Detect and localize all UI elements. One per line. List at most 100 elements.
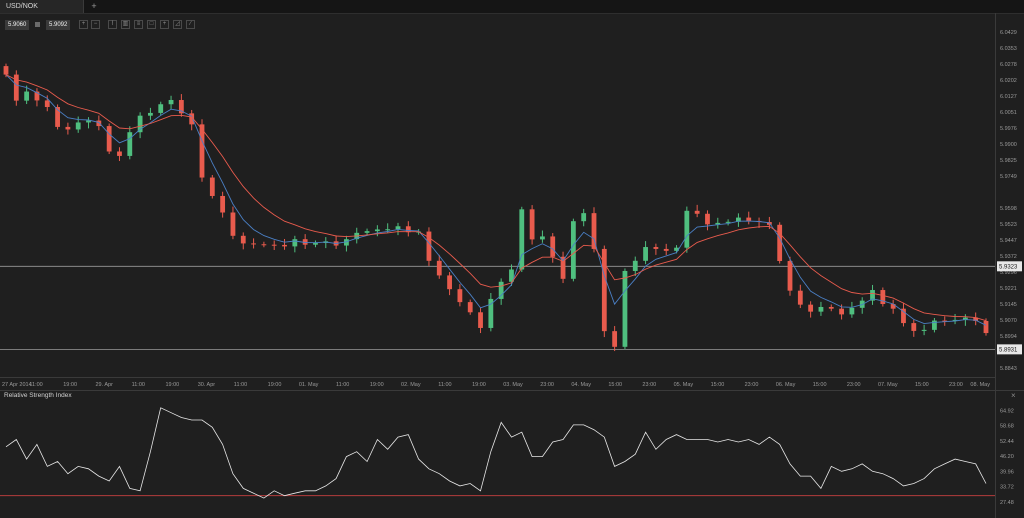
time-tick-label: 01. May [299,382,319,388]
price-tick-label: 5.8994 [1000,334,1017,340]
candle-body [436,260,442,276]
price-line-label-box [997,344,1022,355]
candle-body [715,222,721,225]
candle-body [550,236,556,257]
period-icon[interactable]: ⌇ [108,20,117,29]
time-tick-label: 03. May [503,382,523,388]
zoom-out-icon[interactable]: − [91,20,100,29]
candle-body [694,210,700,214]
time-tick-label: 19:00 [165,382,179,388]
crosshair-icon[interactable]: + [160,20,169,29]
candle-body [962,317,968,320]
indicators-icon[interactable]: ≡ [134,20,143,29]
price-tick-label: 5.9598 [1000,206,1017,212]
time-tick-label: 19:00 [63,382,77,388]
time-tick-label: 02. May [401,382,421,388]
candle-body [828,306,834,309]
drawing-icon[interactable]: ∕ [186,20,195,29]
time-tick-label: 23:00 [949,382,963,388]
candle-body [137,115,143,133]
candle-body [106,126,112,152]
price-line-label: 5.9323 [999,264,1018,270]
candle-body [220,195,226,213]
candle-body [663,248,669,251]
time-tick-label: 29. Apr [95,382,113,388]
add-tab-button[interactable]: + [91,1,97,11]
candle-body [540,236,545,240]
candle-body [705,213,710,225]
time-tick-label: 06. May [776,382,796,388]
candle-body [34,91,40,101]
candle-body [808,304,814,312]
price-chart[interactable]: 6.0429 6.0353 6.0278 6.0202 6.0127 6.0051 5.99… [0,0,1024,390]
candle-body [674,247,679,251]
candle-body [519,209,525,270]
candle-body [684,210,690,248]
candle-body [478,312,483,328]
candle-body [55,106,60,127]
candle-body [839,308,844,315]
candle-body [148,112,153,116]
candle-body [292,239,298,247]
candle-body [44,100,50,107]
rsi-tick-label: 33.72 [1000,485,1014,491]
candle-body [374,229,380,232]
candle-body [509,269,514,282]
candle-body [601,248,607,332]
candle-body [921,329,927,331]
price-tick-label: 6.0127 [1000,94,1017,100]
time-tick-label: 30. Apr [198,382,216,388]
time-tick-label: 07. May [878,382,898,388]
price-tick-label: 5.9749 [1000,174,1017,180]
candle-body [777,224,783,262]
price-line-label: 5.8931 [999,347,1018,353]
price-tick-label: 5.9372 [1000,254,1017,260]
candle-body [168,100,174,105]
price-tick-label: 6.0429 [1000,30,1017,36]
bid-price: 5.9060 [5,20,30,30]
candle-body [199,124,205,178]
time-tick-label: 15:00 [813,382,827,388]
rsi-chart[interactable]: 64.92 58.68 52.44 46.20 39.96 33.72 27.48 [0,390,1024,518]
time-tick-label: 11:00 [336,382,349,388]
analysis-icon[interactable]: ◿ [173,20,182,29]
time-tick-label: 23:00 [540,382,554,388]
candle-body [797,290,803,305]
candle-body [405,226,411,233]
price-tick-label: 5.9145 [1000,302,1017,308]
price-tick-label: 5.9825 [1000,158,1017,164]
candle-body [240,235,246,244]
candle-body [467,302,473,313]
rsi-tick-label: 39.96 [1000,469,1014,475]
candle-body [570,221,576,279]
candle-body [787,261,793,291]
candle-body [973,317,979,321]
candle-body [612,331,618,347]
candle-body [178,100,184,114]
price-tick-label: 6.0051 [1000,110,1017,116]
time-tick-label: 27 Apr 2014 [2,382,32,388]
candle-body [632,260,638,271]
chart-type-icon[interactable]: ▥ [121,20,130,29]
rsi-title: Relative Strength Index [4,392,72,399]
slow-moving-average-line [5,74,987,322]
candle-body [395,226,401,230]
zoom-in-icon[interactable]: + [79,20,88,29]
tab-usdnok[interactable]: USD/NOK [0,0,84,13]
time-tick-label: 15:00 [608,382,622,388]
candle-body [189,113,195,125]
time-tick-label: 15:00 [915,382,929,388]
rsi-line [5,407,987,499]
close-icon[interactable]: × [1011,391,1016,400]
candle-body [364,231,370,233]
time-tick-label: 04. May [571,382,591,388]
price-tick-label: 5.9447 [1000,238,1017,244]
template-icon[interactable]: □ [147,20,156,29]
candle-body [736,217,741,222]
price-tick-label: 6.0202 [1000,78,1017,84]
price-tick-label: 6.0278 [1000,62,1017,68]
candle-body [13,74,19,101]
candle-body [581,213,587,222]
candle-body [653,247,659,249]
candle-body [818,306,824,312]
